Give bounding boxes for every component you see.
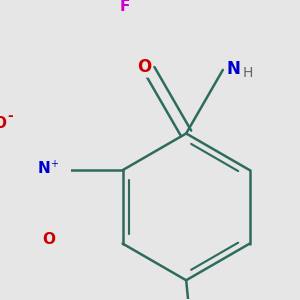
Text: F: F [119,0,130,14]
Text: N: N [226,60,240,78]
Text: H: H [243,65,253,80]
Text: O: O [0,116,6,131]
Text: O: O [43,232,56,247]
Text: N: N [38,161,50,176]
Text: -: - [8,109,13,123]
Text: O: O [137,58,151,76]
Text: +: + [50,159,59,169]
